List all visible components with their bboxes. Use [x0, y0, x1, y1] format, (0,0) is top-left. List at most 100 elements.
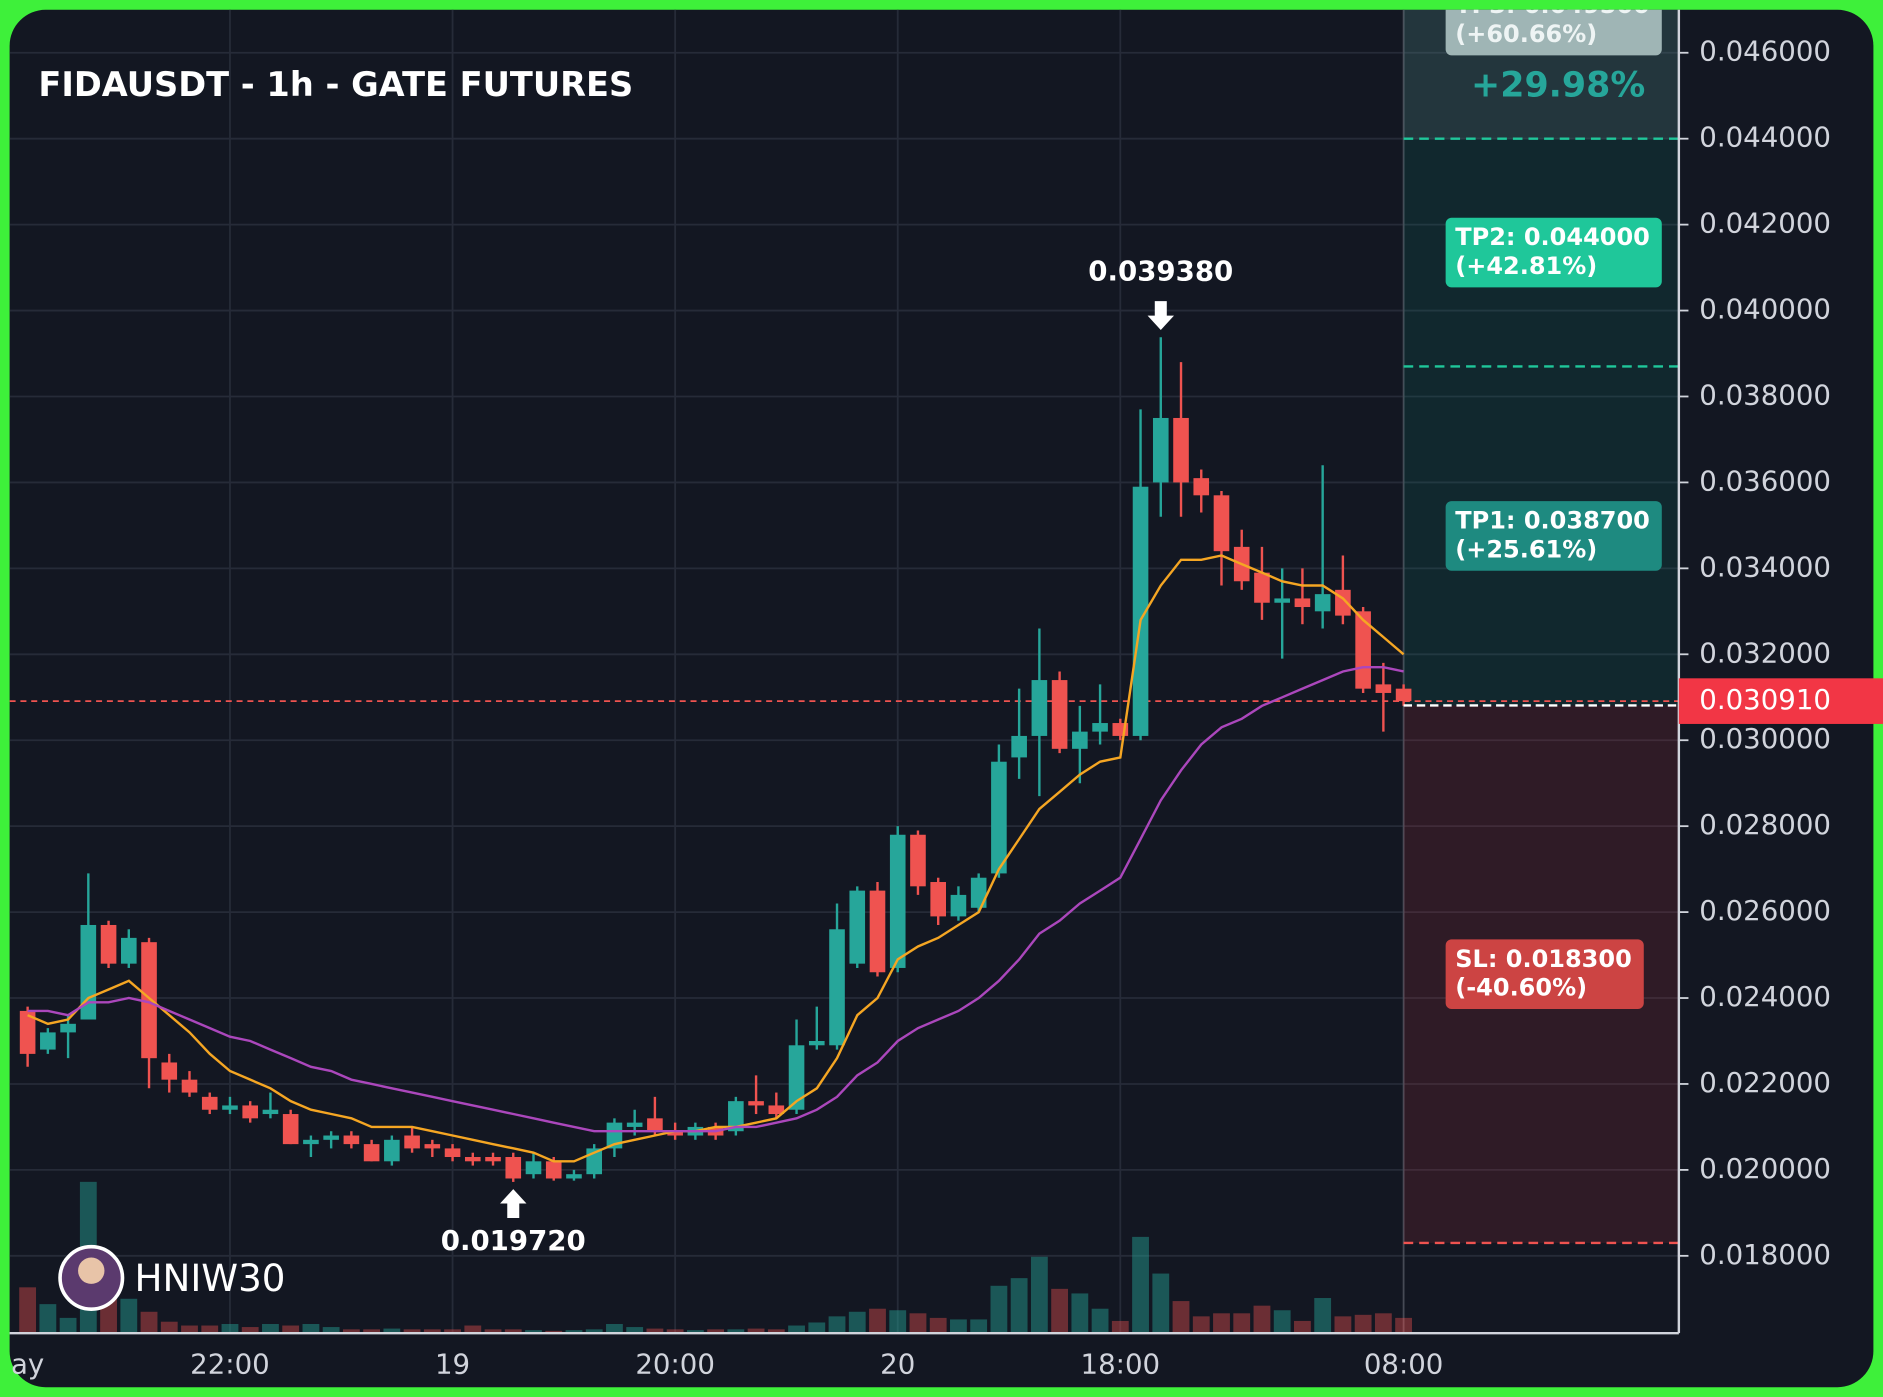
position-change: (+25.61%)	[1455, 535, 1597, 563]
candle-body	[849, 890, 866, 964]
watermark: HNIW30	[135, 1256, 286, 1300]
volume-bar	[241, 1327, 259, 1334]
candle-body	[201, 1096, 218, 1110]
volume-bar	[646, 1328, 664, 1334]
volume-bar	[403, 1329, 421, 1334]
volume-bar	[1152, 1273, 1170, 1334]
volume-bar	[1273, 1310, 1291, 1334]
volume-bar	[1395, 1317, 1413, 1334]
y-tick-label: 0.024000	[1699, 980, 1831, 1013]
volume-bar	[262, 1324, 279, 1334]
volume-bar	[1071, 1293, 1089, 1334]
chart-title: FIDAUSDT - 1h - GATE FUTURES	[38, 65, 633, 104]
position-label: TP1: 0.038700	[1455, 507, 1650, 535]
candle-body	[100, 924, 117, 964]
volume-bar	[484, 1329, 502, 1334]
position-label-box	[1445, 939, 1644, 1010]
volume-bar	[504, 1329, 522, 1334]
candle-body	[545, 1161, 562, 1179]
volume-bar	[869, 1308, 886, 1334]
candle-body	[1294, 598, 1311, 608]
volume-bar	[889, 1310, 907, 1334]
volume-bar	[1091, 1308, 1109, 1334]
volume-bar	[767, 1329, 785, 1334]
volume-bar	[181, 1325, 198, 1334]
y-tick-label: 0.034000	[1699, 550, 1831, 583]
arrow	[1147, 301, 1174, 330]
panel	[9, 9, 1874, 1388]
candle-body	[667, 1131, 683, 1136]
position-label: SL: 0.018300	[1455, 945, 1632, 973]
annotation: 0.039380	[1088, 254, 1233, 287]
candle-body	[606, 1122, 623, 1149]
candle-body	[1132, 486, 1149, 736]
y-tick-label: 0.040000	[1699, 293, 1831, 326]
candle-body	[566, 1174, 582, 1179]
candle-body	[282, 1114, 299, 1145]
y-tick-label: 0.042000	[1699, 207, 1831, 240]
candle-body	[343, 1135, 360, 1145]
candle-body	[950, 894, 967, 917]
candle-body	[1375, 684, 1392, 693]
candle-body	[222, 1105, 238, 1110]
candle-body	[242, 1105, 259, 1119]
candle-body	[1314, 594, 1331, 612]
candle-body	[262, 1109, 279, 1115]
y-tick-label: 0.032000	[1699, 636, 1831, 669]
last-price-tag	[1678, 678, 1883, 724]
candle-body	[424, 1144, 441, 1149]
volume-bar	[788, 1325, 805, 1334]
candle-body	[384, 1139, 400, 1162]
candle-body	[869, 890, 886, 973]
volume-bar	[302, 1324, 320, 1334]
y-tick-label: 0.030000	[1699, 722, 1831, 755]
avatar-face	[78, 1257, 105, 1284]
candle-body	[40, 1032, 56, 1050]
candle-body	[1152, 417, 1169, 483]
candle-body	[930, 882, 947, 917]
volume-bar	[1172, 1301, 1190, 1334]
volume-bar	[282, 1325, 300, 1334]
volume-bar	[363, 1329, 381, 1334]
volume-bar	[707, 1329, 725, 1334]
volume-bar	[848, 1311, 866, 1334]
profit-zone	[1403, 9, 1679, 706]
y-tick-label: 0.038000	[1699, 378, 1831, 411]
candle-body	[303, 1139, 319, 1145]
volume-bar	[1030, 1256, 1048, 1334]
annotation: 0.019720	[441, 1224, 586, 1257]
x-tick-label: 19	[435, 1348, 470, 1381]
x-tick-label: 08:00	[1364, 1348, 1444, 1381]
y-tick-label: 0.028000	[1699, 808, 1831, 841]
candle-body	[970, 877, 987, 908]
y-tick-label: 0.036000	[1699, 464, 1831, 497]
candle-body	[1274, 598, 1290, 603]
candle-body	[120, 937, 137, 964]
volume-bar	[1253, 1305, 1271, 1334]
volume-bar	[727, 1329, 745, 1334]
candle-body	[141, 942, 157, 1059]
volume-bar	[444, 1329, 461, 1334]
candle-body	[808, 1040, 825, 1046]
volume-bar	[828, 1316, 846, 1334]
position-label: TP3: 0.049500	[1455, 0, 1650, 19]
volume-bar	[909, 1313, 927, 1334]
position-label-box	[1445, 9, 1662, 56]
candle-body	[1173, 417, 1189, 483]
volume-bar	[585, 1329, 603, 1334]
last-price-label: 0.030910	[1699, 683, 1831, 716]
x-tick-label: 20:00	[635, 1348, 715, 1381]
volume-bar	[525, 1330, 542, 1334]
volume-bar	[929, 1317, 947, 1334]
candle-body	[323, 1135, 339, 1140]
candle-body	[363, 1144, 380, 1162]
volume-bar	[1314, 1298, 1332, 1334]
volume-bar	[464, 1325, 482, 1334]
volume-bar	[1010, 1278, 1028, 1334]
candle-body	[161, 1062, 178, 1080]
arrow	[500, 1189, 527, 1218]
candle-body	[728, 1101, 744, 1132]
candle-body	[181, 1079, 198, 1093]
candle-body	[1051, 680, 1068, 749]
candle-body	[1031, 680, 1048, 736]
